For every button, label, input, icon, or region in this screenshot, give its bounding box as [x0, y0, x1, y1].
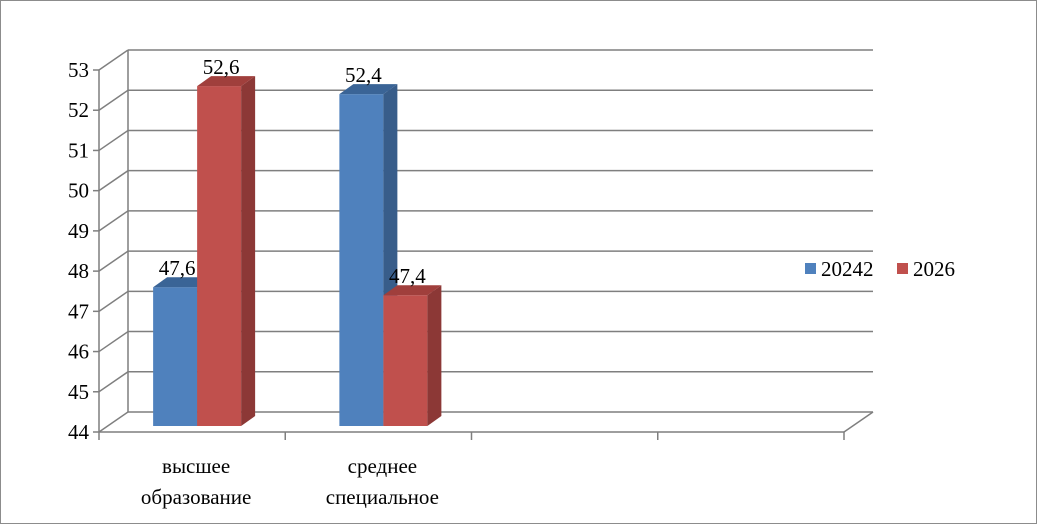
y-tick-label: 48 — [68, 259, 89, 283]
gridline-side — [98, 371, 129, 393]
y-tick-label: 49 — [68, 219, 89, 243]
legend-label: 2026 — [913, 257, 955, 281]
y-tick-label: 47 — [68, 299, 89, 323]
category-label: высшее образование — [141, 454, 251, 509]
data-label: 47,6 — [159, 256, 196, 280]
bars-layer — [153, 76, 442, 426]
y-tick-label: 45 — [68, 380, 89, 404]
data-label: 52,6 — [203, 55, 240, 79]
y-tick-label: 52 — [68, 98, 89, 122]
data-label: 47,4 — [389, 264, 426, 288]
bar — [197, 86, 242, 426]
category-label: среднее специальное — [326, 454, 439, 509]
grid-layer: 44 45 46 47 48 49 50 51 52 53 — [68, 49, 874, 444]
y-tick-label: 51 — [68, 138, 89, 162]
bar-side — [427, 285, 442, 426]
y-tick-label: 53 — [68, 58, 89, 82]
gridline-side — [98, 210, 129, 232]
bar-top — [153, 277, 212, 288]
legend: 20242 2026 — [805, 257, 955, 281]
bar — [339, 94, 384, 426]
bar — [153, 287, 198, 426]
gridline-side — [98, 411, 129, 433]
y-tick-label: 44 — [68, 420, 90, 444]
bar-top — [197, 76, 256, 87]
gridline-side — [98, 129, 129, 152]
legend-swatch — [805, 263, 816, 274]
labels-layer: 47,6 52,6 52,4 47,4 высшее образование среднее… — [141, 55, 439, 509]
gridline-side — [98, 89, 129, 111]
floor-right-edge — [843, 411, 874, 433]
gridline-side — [98, 290, 129, 312]
bar-top — [383, 285, 442, 296]
bar-top — [339, 84, 398, 95]
gridline-side — [98, 49, 129, 71]
bar-side — [241, 76, 256, 426]
data-label: 52,4 — [345, 63, 382, 87]
gridline-side — [98, 250, 129, 272]
legend-label: 20242 — [821, 257, 874, 281]
bar — [383, 295, 428, 426]
gridline-side — [98, 330, 129, 353]
gridline-side — [98, 170, 129, 192]
y-tick-label: 50 — [68, 179, 89, 203]
y-tick-label: 46 — [68, 340, 89, 364]
legend-swatch — [897, 263, 908, 274]
